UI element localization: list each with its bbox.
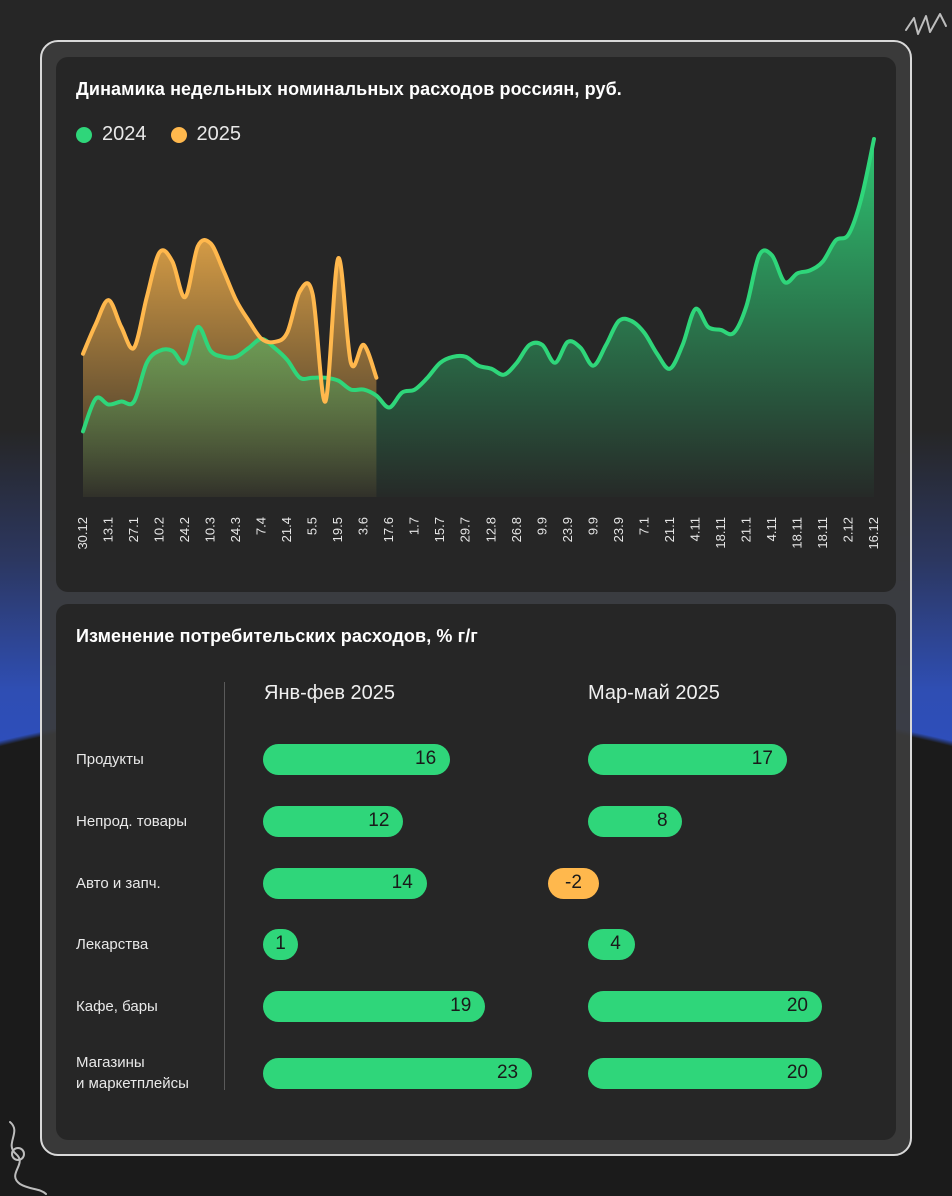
chart-legend: 2024 2025 <box>76 123 255 146</box>
bar: 1 <box>263 928 298 960</box>
scribble-decoration-top-right <box>905 13 947 35</box>
area-chart: 30.12 13.1 27.1 10.2 24.2 10.3 24.3 7.4 21.4 5.5 1… <box>75 137 881 550</box>
legend-item-2025: 2025 <box>170 123 242 146</box>
x-tick-label: 13.1 <box>101 517 116 542</box>
x-tick-label: 21.1 <box>662 517 677 542</box>
x-tick-label: 10.2 <box>152 517 167 542</box>
category-label: Кафе, бары <box>76 997 158 1015</box>
x-tick-label: 7.4 <box>254 517 269 535</box>
x-tick-label: 5.5 <box>305 517 320 535</box>
category-label: Непрод. товары <box>76 812 188 830</box>
series-2025-line <box>81 238 379 404</box>
x-tick-label: 24.3 <box>228 517 243 542</box>
bar: 4 <box>588 928 635 960</box>
x-tick-label: 24.2 <box>177 517 192 542</box>
legend-item-2024: 2024 <box>76 123 147 146</box>
legend-label-2024: 2024 <box>102 123 147 145</box>
x-tick-label: 23.9 <box>611 517 626 542</box>
x-tick-label: 30.12 <box>75 517 90 550</box>
chart-title: Динамика недельных номинальных расходов … <box>76 79 622 99</box>
x-tick-label: 18.11 <box>713 517 728 549</box>
x-tick-label: 7.1 <box>636 517 651 535</box>
category-label: Магазины и маркетплейсы <box>76 1054 189 1092</box>
bar: 12 <box>263 805 404 837</box>
bar: 16 <box>263 743 451 775</box>
x-tick-label: 16.12 <box>866 517 881 550</box>
spending-dynamics-card: Динамика недельных номинальных расходов … <box>56 57 896 592</box>
x-tick-label: 9.9 <box>585 517 600 535</box>
column-header-jan-feb: Янв-фев 2025 <box>264 682 396 704</box>
bar: 19 <box>263 990 486 1022</box>
x-tick-label: 4.11 <box>764 517 779 541</box>
series-2024-line <box>81 137 876 434</box>
legend-dot-2025 <box>170 126 187 143</box>
x-tick-label: 12.8 <box>483 517 498 542</box>
bar: 20 <box>588 990 822 1022</box>
x-tick-label: 19.5 <box>330 517 345 542</box>
x-tick-label: 3.6 <box>356 517 371 535</box>
x-tick-label: 26.8 <box>509 517 524 542</box>
bar: 23 <box>263 1057 533 1089</box>
x-tick-label: 9.9 <box>534 517 549 535</box>
x-tick-label: 18.11 <box>790 517 805 549</box>
x-tick-label: 4.11 <box>687 517 702 541</box>
x-tick-label: 18.11 <box>815 517 830 549</box>
x-tick-label: 2.12 <box>841 517 856 542</box>
x-tick-label: 1.7 <box>407 517 422 535</box>
x-tick-label: 27.1 <box>126 517 141 542</box>
column-header-mar-may: Мар-май 2025 <box>588 682 720 704</box>
category-divider <box>224 682 225 1090</box>
legend-dot-2024 <box>76 126 92 143</box>
x-tick-label: 23.9 <box>560 517 575 542</box>
category-label: Авто и запч. <box>76 874 161 892</box>
x-tick-label: 17.6 <box>381 517 396 542</box>
consumer-spending-change-card: Изменение потребительских расходов, % г/… <box>56 604 896 1140</box>
category-label: Лекарства <box>76 935 149 953</box>
scribble-decoration-bottom-left <box>9 1121 47 1195</box>
bar: 20 <box>588 1057 822 1089</box>
legend-label-2025: 2025 <box>196 123 242 145</box>
bars-title: Изменение потребительских расходов, % г/… <box>76 626 478 646</box>
bar: 8 <box>588 805 682 837</box>
x-tick-label: 15.7 <box>432 517 447 542</box>
x-tick-label: 21.4 <box>279 517 294 542</box>
x-tick-label: 29.7 <box>458 517 473 542</box>
series-2024-area <box>83 139 874 497</box>
bar: 14 <box>263 867 427 899</box>
bar: -2 <box>548 867 599 899</box>
category-label: Продукты <box>76 750 144 768</box>
x-tick-label: 10.3 <box>203 517 218 542</box>
x-tick-label: 21.1 <box>738 517 753 542</box>
bar: 17 <box>588 743 787 775</box>
